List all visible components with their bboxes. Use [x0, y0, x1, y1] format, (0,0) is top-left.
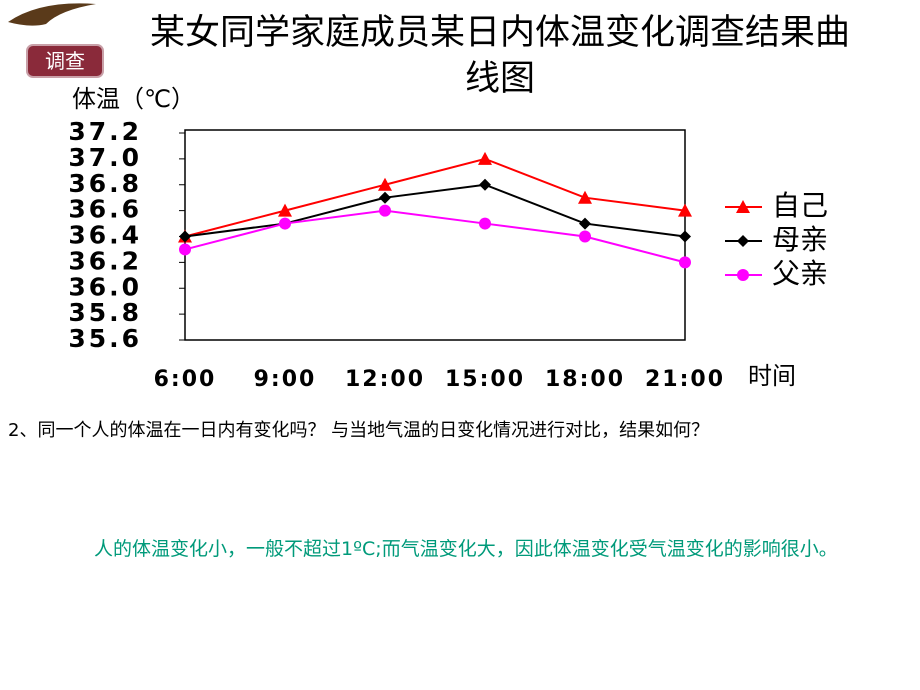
marker [579, 230, 591, 243]
x-tick-label: 18:00 [545, 367, 625, 392]
chart-title: 某女同学家庭成员某日内体温变化调查结果曲线图 [149, 13, 850, 99]
marker [737, 269, 749, 281]
y-tick-label: 36.0 [68, 272, 142, 301]
marker [578, 190, 592, 204]
y-tick-label: 36.4 [68, 221, 142, 250]
y-tick-label: 37.0 [68, 143, 142, 172]
marker [379, 204, 391, 217]
x-axis-label: 时间 [748, 362, 796, 390]
legend-label: 母亲 [772, 223, 828, 256]
series-line [184, 157, 686, 238]
series-line [184, 209, 686, 264]
marker [179, 230, 191, 243]
y-tick-label: 35.8 [68, 298, 142, 327]
x-tick-label: 6:00 [154, 367, 217, 392]
series-line [184, 183, 686, 238]
x-tick-label: 12:00 [345, 367, 425, 392]
legend-label: 自己 [772, 189, 828, 222]
y-axis-label: 体温（℃） [72, 85, 195, 113]
marker [379, 191, 391, 204]
marker [737, 235, 749, 247]
marker [579, 217, 591, 230]
marker [678, 203, 692, 217]
marker [736, 200, 750, 213]
plot-frame [184, 129, 686, 341]
marker [278, 203, 292, 217]
y-tick-label: 36.2 [68, 246, 142, 275]
answer: 人的体温变化小，一般不超过1ºC;而气温变化大，因此体温变化受气温变化的影响很小… [94, 538, 838, 560]
marker [478, 151, 492, 165]
marker [479, 217, 491, 230]
marker [679, 256, 691, 269]
legend-label: 父亲 [772, 257, 828, 290]
x-tick-label: 9:00 [254, 367, 317, 392]
badge: 调查 [26, 44, 104, 78]
y-tick-label: 35.6 [68, 324, 142, 353]
marker [279, 217, 291, 230]
marker [378, 177, 392, 191]
x-tick-label: 15:00 [445, 367, 525, 392]
y-tick-label: 36.8 [68, 169, 142, 198]
marker [479, 178, 491, 191]
x-tick-label: 21:00 [645, 367, 725, 392]
question: 2、同一个人的体温在一日内有变化吗？ 与当地气温的日变化情况进行对比，结果如何？ [8, 420, 710, 441]
marker [679, 230, 691, 243]
eagle-icon [8, 3, 96, 26]
y-tick-label: 36.6 [68, 195, 142, 224]
y-tick-label: 37.2 [68, 117, 142, 146]
marker [179, 243, 191, 256]
